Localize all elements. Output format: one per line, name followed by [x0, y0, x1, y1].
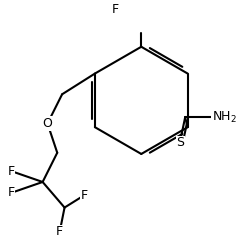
Text: F: F — [56, 225, 63, 238]
Text: S: S — [176, 136, 184, 149]
Text: F: F — [7, 187, 15, 199]
Text: F: F — [112, 2, 119, 15]
Text: F: F — [81, 189, 88, 202]
Text: F: F — [7, 165, 15, 178]
Text: NH$_2$: NH$_2$ — [212, 110, 237, 125]
Text: O: O — [42, 117, 52, 130]
